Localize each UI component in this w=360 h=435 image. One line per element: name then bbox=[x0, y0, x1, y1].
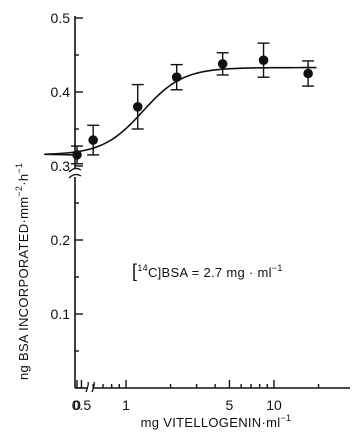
data-point bbox=[132, 102, 143, 112]
data-point bbox=[217, 59, 228, 69]
data-point bbox=[171, 72, 182, 82]
y-tick-label: 0.3 bbox=[51, 158, 71, 174]
x-axis-break-mark bbox=[91, 381, 95, 393]
y-axis-break-mark bbox=[68, 173, 82, 179]
x-tick-label: 0.5 bbox=[72, 397, 92, 413]
y-tick-label: 0.4 bbox=[51, 84, 71, 100]
data-point bbox=[88, 135, 98, 145]
data-point bbox=[258, 55, 269, 65]
annotation-label: [14C]BSA = 2.7 mg · ml−1 bbox=[132, 261, 283, 281]
fit-curve bbox=[44, 66, 317, 156]
x-tick-label: 1 bbox=[122, 397, 130, 413]
data-point bbox=[72, 150, 82, 160]
x-axis-break-mark bbox=[85, 381, 89, 393]
data-point bbox=[303, 68, 313, 79]
y-tick-label: 0.1 bbox=[51, 306, 71, 322]
x-tick-label: 0 bbox=[73, 397, 81, 413]
y-tick-label: 0.2 bbox=[51, 232, 71, 248]
x-axis-title: mg VITELLOGENIN·ml−1 bbox=[141, 413, 292, 430]
x-tick-label: 5 bbox=[226, 397, 234, 413]
y-axis-title: ng BSA INCORPORATED·mm−2·h−1 bbox=[14, 163, 31, 380]
y-axis-break-mark bbox=[68, 167, 82, 173]
x-tick-label: 10 bbox=[266, 397, 282, 413]
y-tick-label: 0.5 bbox=[51, 10, 71, 26]
